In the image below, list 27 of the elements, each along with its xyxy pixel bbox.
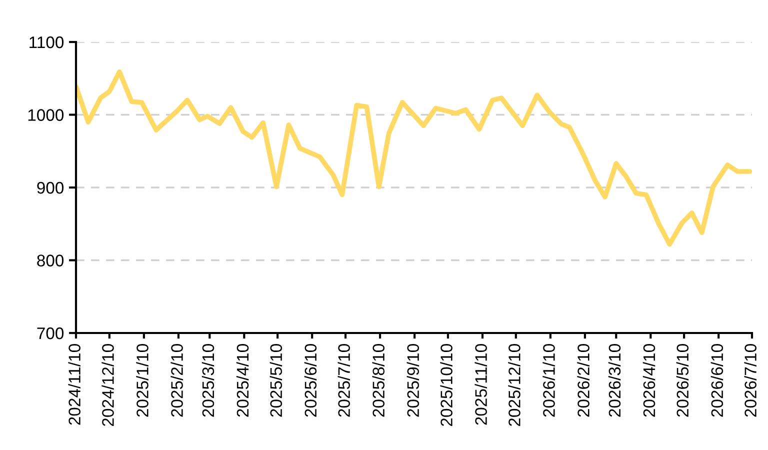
x-tick-label: 2025/2/10 [170,344,183,417]
x-tick-label: 2025/3/10 [202,344,214,417]
x-tick-label: 2024/12/10 [102,344,114,426]
x-tick-label: 2026/6/10 [710,344,724,417]
y-tick-label: 1000 [28,109,64,121]
x-tick-label: 2025/4/10 [236,344,249,417]
x-tick-label: 2025/5/10 [270,344,282,417]
y-tick-label: 800 [37,254,64,266]
y-tick-label: 1100 [30,36,64,48]
x-tick-label: 2026/3/10 [608,344,621,417]
x-tick-label: 2025/10/10 [440,344,452,426]
x-tick-label: 2026/5/10 [676,344,689,417]
line-series [76,69,752,247]
x-tick-label: 2026/7/10 [744,344,756,417]
x-tick-label: 2025/6/10 [304,344,317,417]
x-tick-label: 2026/2/10 [577,344,590,417]
x-tick-label: 2025/8/10 [372,344,385,417]
y-tick-label: 900 [37,182,64,194]
x-tick-label: 2026/1/10 [542,344,555,417]
x-tick-label: 2026/4/10 [642,344,656,417]
x-tick-label: 2024/11/10 [68,344,80,425]
y-tick-label: 700 [37,327,64,340]
x-tick-label: 2025/7/10 [338,344,350,417]
x-tick-label: 2025/9/10 [406,344,420,417]
x-tick-label: 2025/11/10 [474,344,487,425]
x-tick-label: 2025/12/10 [508,344,520,426]
x-tick-label: 2025/1/10 [136,344,148,417]
